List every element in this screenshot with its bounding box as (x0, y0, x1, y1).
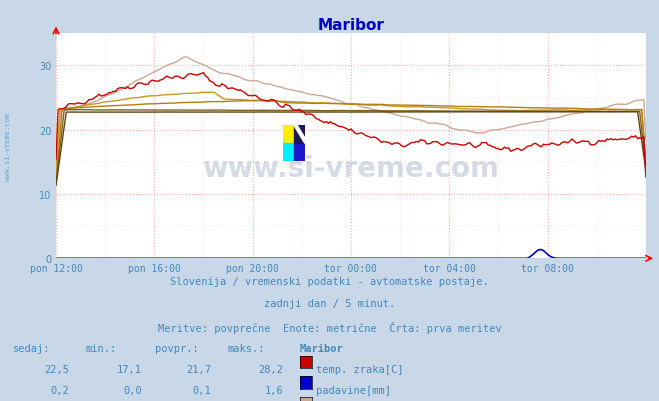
Text: 0,2: 0,2 (51, 385, 69, 395)
Text: min.:: min.: (86, 343, 117, 353)
Text: 0,1: 0,1 (192, 385, 211, 395)
Text: www.si-vreme.com: www.si-vreme.com (202, 155, 500, 183)
Text: 28,2: 28,2 (258, 364, 283, 374)
Text: padavine[mm]: padavine[mm] (316, 385, 391, 395)
Text: www.si-vreme.com: www.si-vreme.com (5, 112, 11, 180)
Text: 22,5: 22,5 (44, 364, 69, 374)
Text: 0,0: 0,0 (123, 385, 142, 395)
Text: Meritve: povprečne  Enote: metrične  Črta: prva meritev: Meritve: povprečne Enote: metrične Črta:… (158, 321, 501, 333)
Title: Maribor: Maribor (318, 18, 384, 33)
Bar (283, 144, 294, 162)
Text: povpr.:: povpr.: (155, 343, 198, 353)
Text: Slovenija / vremenski podatki - avtomatske postaje.: Slovenija / vremenski podatki - avtomats… (170, 277, 489, 287)
Text: 21,7: 21,7 (186, 364, 211, 374)
Text: Maribor: Maribor (300, 343, 343, 353)
Polygon shape (294, 126, 305, 144)
Text: zadnji dan / 5 minut.: zadnji dan / 5 minut. (264, 299, 395, 309)
Text: 17,1: 17,1 (117, 364, 142, 374)
Text: sedaj:: sedaj: (13, 343, 51, 353)
Text: 1,6: 1,6 (265, 385, 283, 395)
Bar (294, 144, 305, 162)
Text: maks.:: maks.: (227, 343, 265, 353)
Text: temp. zraka[C]: temp. zraka[C] (316, 364, 404, 374)
Bar (283, 126, 294, 144)
Polygon shape (294, 126, 305, 144)
